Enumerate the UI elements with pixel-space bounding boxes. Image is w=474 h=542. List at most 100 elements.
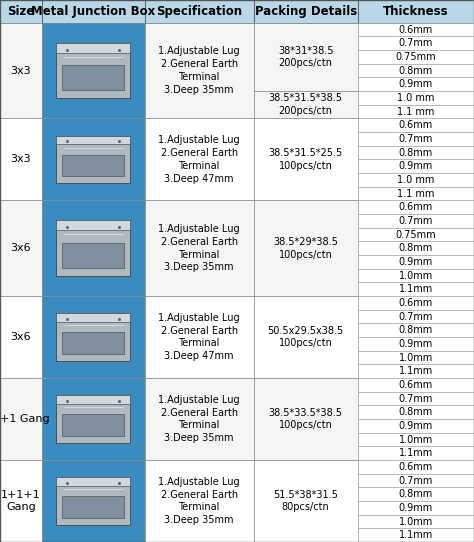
Text: 3x3: 3x3 xyxy=(10,154,31,164)
Bar xyxy=(358,324,474,337)
Text: 1.1mm: 1.1mm xyxy=(399,284,433,294)
Text: 0.9mm: 0.9mm xyxy=(399,161,433,171)
Bar xyxy=(145,296,254,378)
Bar xyxy=(358,392,474,405)
Text: 0.75mm: 0.75mm xyxy=(396,52,436,62)
Bar xyxy=(42,460,145,542)
Bar xyxy=(145,118,254,201)
Bar xyxy=(56,43,130,98)
Bar xyxy=(56,221,130,230)
Text: 1.1mm: 1.1mm xyxy=(399,530,433,540)
Bar xyxy=(42,118,145,201)
Bar xyxy=(62,496,124,518)
Bar xyxy=(254,296,358,378)
Text: 0.8mm: 0.8mm xyxy=(399,243,433,253)
Bar xyxy=(358,255,474,269)
Text: 3x6: 3x6 xyxy=(10,332,31,342)
Text: 1.Adjustable Lug
2.General Earth
Terminal
3.Deep 35mm: 1.Adjustable Lug 2.General Earth Termina… xyxy=(158,395,240,443)
Text: 1.0 mm: 1.0 mm xyxy=(397,93,435,103)
Text: 0.8mm: 0.8mm xyxy=(399,407,433,417)
Bar xyxy=(0,118,42,201)
Text: 1.0mm: 1.0mm xyxy=(399,435,433,444)
Bar xyxy=(56,221,130,276)
Text: 1.1 mm: 1.1 mm xyxy=(397,189,435,198)
Bar xyxy=(358,337,474,351)
Text: 0.9mm: 0.9mm xyxy=(399,79,433,89)
Bar xyxy=(0,0,42,23)
Bar xyxy=(0,460,42,542)
Text: 38.5*31.5*25.5
100pcs/ctn: 38.5*31.5*25.5 100pcs/ctn xyxy=(269,148,343,171)
Text: 0.7mm: 0.7mm xyxy=(399,475,433,486)
Text: 0.6mm: 0.6mm xyxy=(399,24,433,35)
Bar xyxy=(62,332,124,354)
Text: 1.Adjustable Lug
2.General Earth
Terminal
3.Deep 35mm: 1.Adjustable Lug 2.General Earth Termina… xyxy=(158,47,240,95)
Bar xyxy=(358,269,474,282)
Text: 38.5*29*38.5
100pcs/ctn: 38.5*29*38.5 100pcs/ctn xyxy=(273,237,338,260)
Bar xyxy=(358,474,474,487)
Bar xyxy=(42,378,145,460)
Bar xyxy=(358,460,474,474)
Bar xyxy=(358,36,474,50)
Text: 1.0mm: 1.0mm xyxy=(399,270,433,281)
Bar xyxy=(145,201,254,296)
Bar xyxy=(358,241,474,255)
Bar xyxy=(254,23,358,91)
Bar xyxy=(254,460,358,542)
Text: 0.9mm: 0.9mm xyxy=(399,339,433,349)
Text: 0.7mm: 0.7mm xyxy=(399,134,433,144)
Text: 0.9mm: 0.9mm xyxy=(399,421,433,431)
Text: 0.7mm: 0.7mm xyxy=(399,38,433,48)
Text: Metal Junction Box: Metal Junction Box xyxy=(31,5,155,18)
Bar xyxy=(358,447,474,460)
Text: 1+1+1
Gang: 1+1+1 Gang xyxy=(1,490,41,512)
Bar xyxy=(358,228,474,241)
Text: 1.0mm: 1.0mm xyxy=(399,517,433,526)
Bar xyxy=(56,395,130,443)
Bar xyxy=(56,395,130,404)
Bar xyxy=(62,243,124,268)
Text: 0.8mm: 0.8mm xyxy=(399,147,433,158)
Text: 0.8mm: 0.8mm xyxy=(399,66,433,75)
Bar xyxy=(0,378,42,460)
Bar xyxy=(358,487,474,501)
Bar xyxy=(358,282,474,296)
Bar xyxy=(56,313,130,322)
Bar xyxy=(56,136,130,144)
Text: Size: Size xyxy=(7,5,35,18)
Bar xyxy=(358,173,474,187)
Bar xyxy=(358,91,474,105)
Bar xyxy=(358,159,474,173)
Bar xyxy=(358,433,474,447)
Bar xyxy=(56,313,130,361)
Bar xyxy=(42,296,145,378)
Bar xyxy=(0,201,42,296)
Bar xyxy=(358,419,474,433)
Text: 0.9mm: 0.9mm xyxy=(399,257,433,267)
Bar xyxy=(62,154,124,176)
Bar xyxy=(358,309,474,324)
Text: 1.Adjustable Lug
2.General Earth
Terminal
3.Deep 47mm: 1.Adjustable Lug 2.General Earth Termina… xyxy=(158,313,240,361)
Bar xyxy=(358,214,474,228)
Bar xyxy=(254,201,358,296)
Text: 50.5x29.5x38.5
100pcs/ctn: 50.5x29.5x38.5 100pcs/ctn xyxy=(268,326,344,349)
Bar xyxy=(56,43,130,53)
Bar xyxy=(358,50,474,64)
Text: 38.5*33.5*38.5
100pcs/ctn: 38.5*33.5*38.5 100pcs/ctn xyxy=(269,408,343,430)
Text: Thickness: Thickness xyxy=(383,5,449,18)
Text: 0.6mm: 0.6mm xyxy=(399,462,433,472)
Bar xyxy=(358,23,474,36)
Text: 0.8mm: 0.8mm xyxy=(399,325,433,335)
Text: 0.6mm: 0.6mm xyxy=(399,202,433,212)
Text: 0.8mm: 0.8mm xyxy=(399,489,433,499)
Text: 38*31*38.5
200pcs/ctn: 38*31*38.5 200pcs/ctn xyxy=(278,46,334,68)
Bar xyxy=(145,460,254,542)
Bar xyxy=(358,364,474,378)
Bar xyxy=(254,91,358,118)
Bar xyxy=(42,201,145,296)
Bar xyxy=(358,146,474,159)
Text: 0.75mm: 0.75mm xyxy=(396,230,436,240)
Bar xyxy=(358,118,474,132)
Text: 1+1 Gang: 1+1 Gang xyxy=(0,414,49,424)
Bar xyxy=(254,378,358,460)
Bar xyxy=(145,378,254,460)
